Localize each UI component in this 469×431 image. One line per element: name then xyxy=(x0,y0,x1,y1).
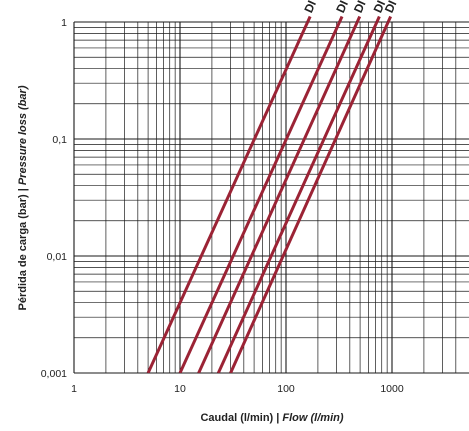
series-line-extension xyxy=(375,15,381,23)
grid xyxy=(73,21,469,374)
y-tick-label: 0,01 xyxy=(47,251,68,263)
y-axis-label: Pérdida de carga (bar) | Pressure loss (… xyxy=(17,85,29,310)
tick-labels: 1 10 100 1000 0,001 0,01 0,1 1 xyxy=(41,17,404,395)
series-line xyxy=(197,22,359,373)
x-axis-label-italic: Flow (l/min) xyxy=(282,412,343,424)
series-line xyxy=(178,22,341,373)
series-line-extension xyxy=(355,15,362,23)
series-line xyxy=(229,22,390,373)
series-label: DI xyxy=(382,0,400,15)
x-tick-label: 1000 xyxy=(380,383,404,395)
series-label: DI xyxy=(333,0,351,15)
y-tick-label: 1 xyxy=(61,17,67,29)
x-axis-label: Caudal (l/min) | Flow (l/min) xyxy=(200,412,343,424)
x-tick-label: 10 xyxy=(174,383,186,395)
series-line-extension xyxy=(306,15,312,23)
series-line xyxy=(146,22,310,373)
series-line-extension xyxy=(386,15,392,23)
series-line xyxy=(216,22,379,373)
x-tick-label: 1 xyxy=(71,383,77,395)
series-label: DI xyxy=(351,0,369,15)
y-tick-label: 0,1 xyxy=(52,134,67,146)
y-axis-label-main: Pérdida de carga (bar) | xyxy=(17,185,29,310)
series-label: DI xyxy=(301,0,319,15)
y-tick-label: 0,001 xyxy=(41,368,67,380)
series-line-extension xyxy=(338,15,344,23)
x-axis-label-main: Caudal (l/min) | xyxy=(200,412,282,424)
series-lines xyxy=(146,22,390,373)
y-axis-label-italic: Pressure loss (bar) xyxy=(17,85,29,185)
x-tick-label: 100 xyxy=(277,383,295,395)
series-label: DI xyxy=(371,0,389,15)
